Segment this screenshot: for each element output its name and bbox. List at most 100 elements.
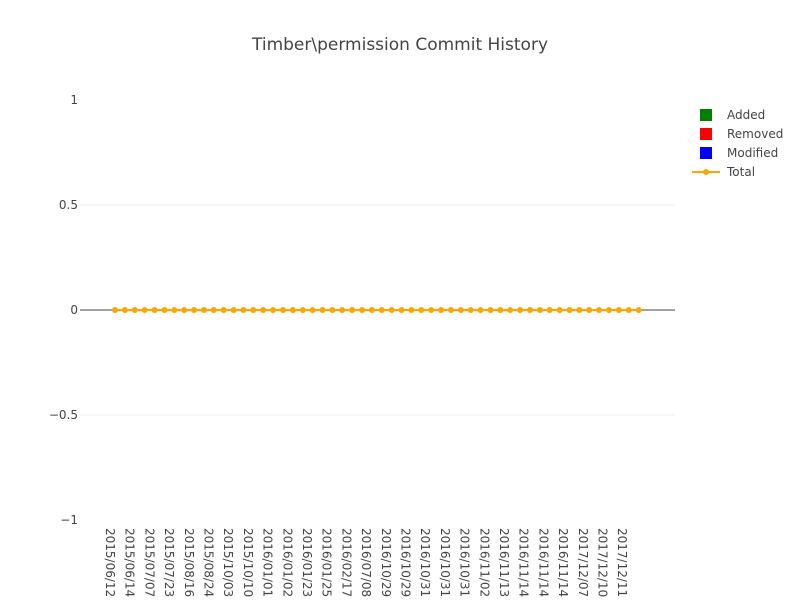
x-axis: 2015/06/12 2015/06/14 2015/07/07 2015/07/23… xyxy=(103,528,629,597)
total-point xyxy=(536,307,543,313)
total-point xyxy=(497,307,504,313)
x-tick-label: 2016/10/31 xyxy=(418,528,432,597)
total-point xyxy=(309,307,316,313)
y-tick-label: −0.5 xyxy=(49,408,78,422)
legend-swatch xyxy=(700,147,712,159)
total-point xyxy=(576,307,583,313)
total-point xyxy=(586,307,593,313)
x-tick-label: 2016/11/14 xyxy=(517,528,531,597)
x-tick-label: 2016/01/23 xyxy=(300,528,314,597)
total-point xyxy=(161,307,168,313)
legend-item-removed[interactable]: Removed xyxy=(700,127,783,141)
total-point xyxy=(447,307,454,313)
y-tick-label: 0 xyxy=(70,303,78,317)
total-point xyxy=(526,307,533,313)
total-point xyxy=(181,307,188,313)
total-point xyxy=(260,307,267,313)
total-point xyxy=(230,307,237,313)
total-point xyxy=(191,307,198,313)
x-tick-label: 2016/11/02 xyxy=(477,528,491,597)
y-tick-label: 1 xyxy=(70,93,78,107)
x-tick-label: 2015/06/14 xyxy=(123,528,137,597)
total-point xyxy=(240,307,247,313)
x-tick-label: 2016/01/02 xyxy=(280,528,294,597)
total-point xyxy=(141,307,148,313)
x-tick-label: 2015/08/16 xyxy=(182,528,196,597)
y-tick-label: −1 xyxy=(60,513,78,527)
x-tick-label: 2016/01/25 xyxy=(320,528,334,597)
total-point xyxy=(151,307,158,313)
total-point xyxy=(517,307,524,313)
x-tick-label: 2016/11/14 xyxy=(556,528,570,597)
x-tick-label: 2017/12/07 xyxy=(576,528,590,597)
total-point xyxy=(121,307,128,313)
y-axis: 1 0.5 0 −0.5 −1 xyxy=(49,93,78,527)
total-point xyxy=(467,307,474,313)
x-tick-label: 2015/10/10 xyxy=(241,528,255,597)
legend[interactable]: Added Removed Modified Total xyxy=(692,108,783,179)
x-tick-label: 2015/08/24 xyxy=(202,528,216,597)
x-tick-label: 2016/10/29 xyxy=(379,528,393,597)
total-point xyxy=(596,307,603,313)
total-point xyxy=(200,307,207,313)
x-tick-label: 2015/07/23 xyxy=(162,528,176,597)
x-tick-label: 2016/11/14 xyxy=(536,528,550,597)
total-point xyxy=(566,307,573,313)
total-point xyxy=(368,307,375,313)
legend-label: Modified xyxy=(727,146,778,160)
total-point xyxy=(171,307,178,313)
x-tick-label: 2016/10/31 xyxy=(458,528,472,597)
total-point xyxy=(349,307,356,313)
series-layer xyxy=(112,307,642,313)
x-tick-label: 2015/07/07 xyxy=(142,528,156,597)
total-point xyxy=(457,307,464,313)
total-point xyxy=(477,307,484,313)
x-tick-label: 2016/10/29 xyxy=(399,528,413,597)
legend-label: Total xyxy=(726,165,755,179)
legend-item-added[interactable]: Added xyxy=(700,108,765,122)
total-point xyxy=(250,307,257,313)
total-point xyxy=(606,307,612,313)
total-point xyxy=(625,307,632,313)
legend-swatch xyxy=(700,109,712,121)
total-point xyxy=(408,307,415,313)
legend-label: Removed xyxy=(727,127,783,141)
legend-marker xyxy=(703,169,709,175)
legend-label: Added xyxy=(727,108,765,122)
x-tick-label: 2015/06/12 xyxy=(103,528,117,597)
legend-item-total[interactable]: Total xyxy=(692,165,755,179)
x-tick-label: 2016/10/31 xyxy=(438,528,452,597)
total-point xyxy=(418,307,425,313)
x-tick-label: 2015/10/03 xyxy=(221,528,235,597)
x-tick-label: 2017/12/11 xyxy=(615,528,629,597)
x-tick-label: 2016/01/01 xyxy=(261,528,275,597)
total-point xyxy=(398,307,405,313)
total-point xyxy=(270,307,277,313)
total-point xyxy=(507,307,514,313)
x-tick-label: 2016/07/08 xyxy=(359,528,373,597)
legend-swatch xyxy=(700,128,712,140)
total-point xyxy=(131,307,138,313)
total-point xyxy=(289,307,296,313)
chart-title: Timber\permission Commit History xyxy=(251,35,548,55)
legend-item-modified[interactable]: Modified xyxy=(700,146,778,160)
total-point xyxy=(615,307,622,313)
total-point xyxy=(339,307,346,313)
x-tick-label: 2017/12/10 xyxy=(596,528,610,597)
total-point xyxy=(329,307,336,313)
total-point xyxy=(378,307,385,313)
x-tick-label: 2016/11/13 xyxy=(497,528,511,597)
total-point xyxy=(487,307,494,313)
total-point xyxy=(438,307,445,313)
total-point xyxy=(546,307,553,313)
total-point xyxy=(299,307,306,313)
total-point xyxy=(428,307,435,313)
total-point xyxy=(220,307,227,313)
x-tick-label: 2016/02/17 xyxy=(339,528,353,597)
total-point xyxy=(210,307,217,313)
total-point xyxy=(112,307,118,313)
total-point xyxy=(279,307,286,313)
total-point xyxy=(359,307,365,313)
